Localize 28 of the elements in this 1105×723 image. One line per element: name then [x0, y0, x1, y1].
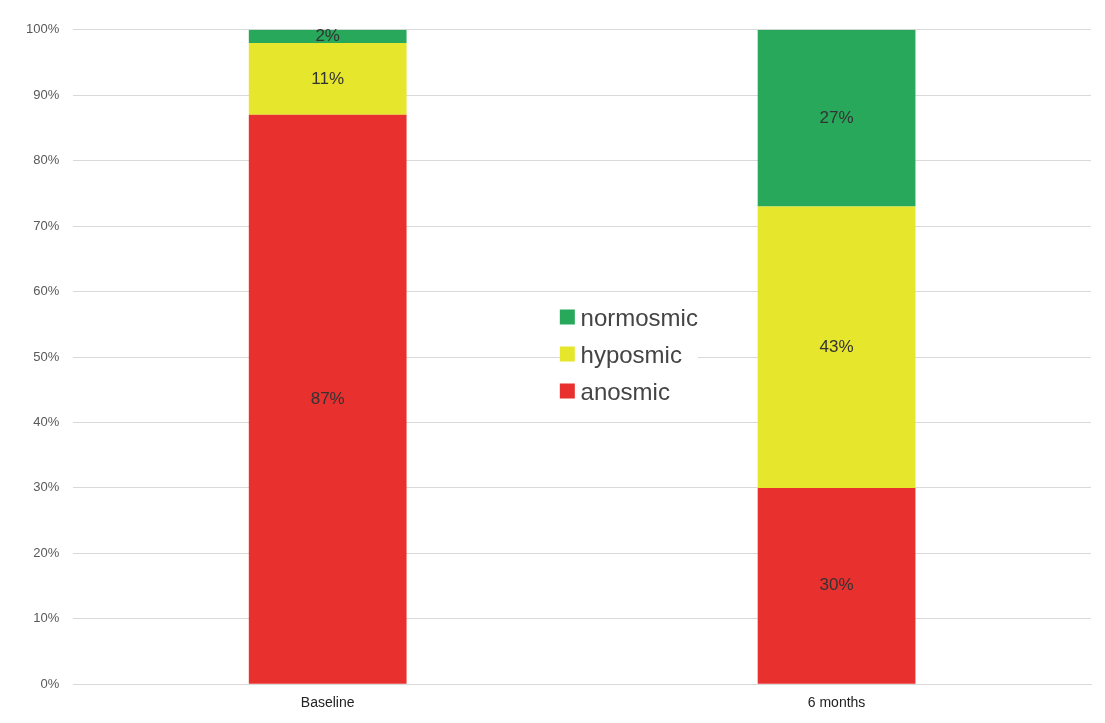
x-tick-label: 6 months: [807, 694, 866, 711]
data-label: 87%: [310, 388, 345, 408]
data-label: 2%: [315, 26, 340, 46]
y-tick-label: 90%: [33, 86, 60, 102]
y-tick-label: 30%: [33, 479, 60, 495]
y-tick-label: 100%: [26, 21, 60, 37]
y-tick-label: 0%: [40, 675, 60, 691]
bar: [248, 42, 407, 115]
bar: [757, 29, 916, 207]
data-label: 43%: [819, 336, 854, 356]
y-tick-label: 70%: [33, 217, 60, 233]
y-tick-label: 40%: [33, 414, 60, 430]
data-label: 30%: [819, 575, 854, 595]
y-tick-label: 80%: [33, 152, 60, 168]
y-tick-label: 50%: [33, 348, 60, 364]
bar: [248, 114, 407, 684]
legend-label: anosmic: [580, 377, 670, 406]
y-tick-label: 10%: [33, 610, 60, 626]
data-label: 11%: [311, 68, 345, 88]
bar: [248, 29, 407, 43]
bar: [757, 487, 916, 684]
legend-label: hyposmic: [580, 340, 682, 369]
bar: [757, 206, 916, 488]
y-tick-label: 20%: [33, 544, 60, 560]
x-tick-label: Baseline: [300, 694, 355, 711]
legend-label: normosmic: [580, 303, 698, 332]
y-tick-label: 60%: [33, 283, 60, 299]
data-label: 27%: [819, 107, 854, 127]
